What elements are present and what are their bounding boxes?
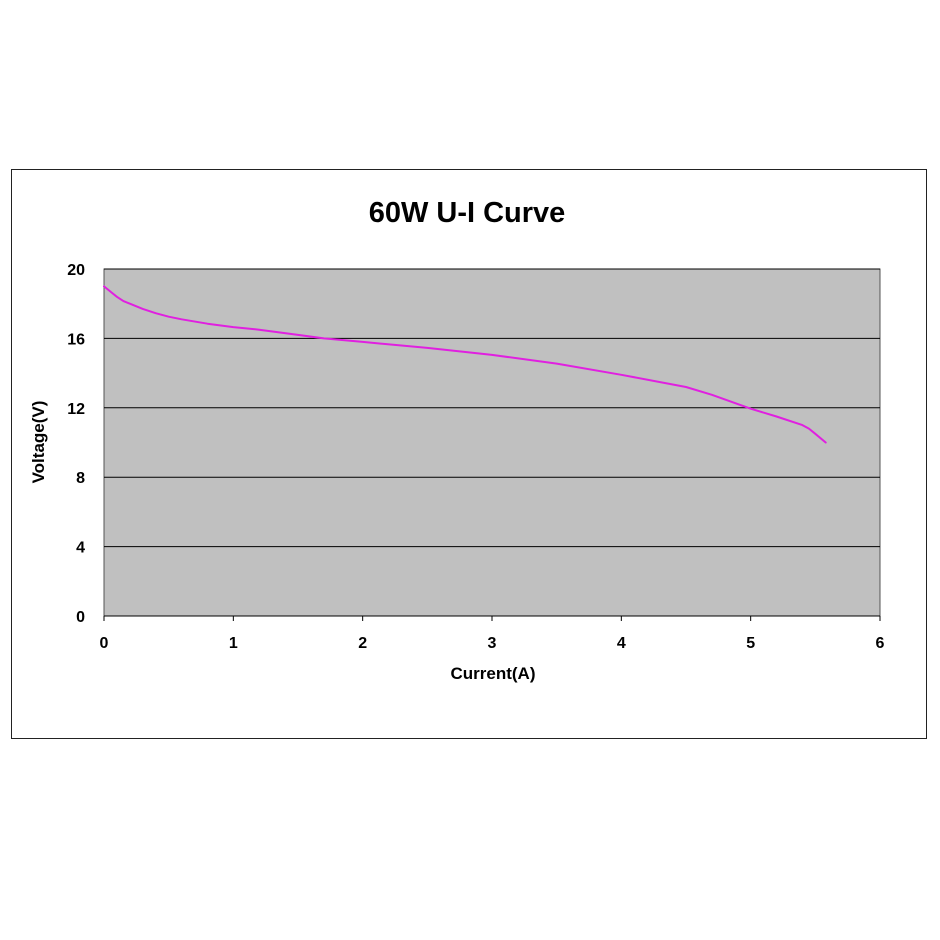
x-axis-title: Current(A) [451, 664, 536, 683]
x-tick-label-2: 2 [358, 635, 367, 652]
y-tick-label-12: 12 [67, 401, 85, 418]
x-axis-ticks [103, 616, 881, 621]
x-tick-label-3: 3 [488, 635, 497, 652]
y-tick-label-4: 4 [76, 540, 85, 557]
series-group [103, 285, 827, 444]
plot-area [103, 268, 881, 617]
x-tick-label-5: 5 [746, 635, 755, 652]
y-axis-title: Voltage(V) [29, 401, 48, 484]
y-tick-label-16: 16 [67, 331, 85, 348]
y-tick-label-20: 20 [67, 262, 85, 279]
series-line-1 [103, 285, 827, 444]
x-axis-tick-labels: 0 1 2 3 4 5 6 [100, 635, 885, 652]
chart-title: 60W U-I Curve [369, 197, 566, 229]
y-tick-label-0: 0 [76, 609, 85, 626]
y-tick-label-8: 8 [76, 470, 85, 487]
y-axis-tick-labels: 0 4 8 12 16 20 [67, 262, 85, 626]
x-tick-label-4: 4 [617, 635, 626, 652]
x-tick-label-0: 0 [100, 635, 109, 652]
x-tick-label-6: 6 [876, 635, 885, 652]
x-tick-label-1: 1 [229, 635, 238, 652]
